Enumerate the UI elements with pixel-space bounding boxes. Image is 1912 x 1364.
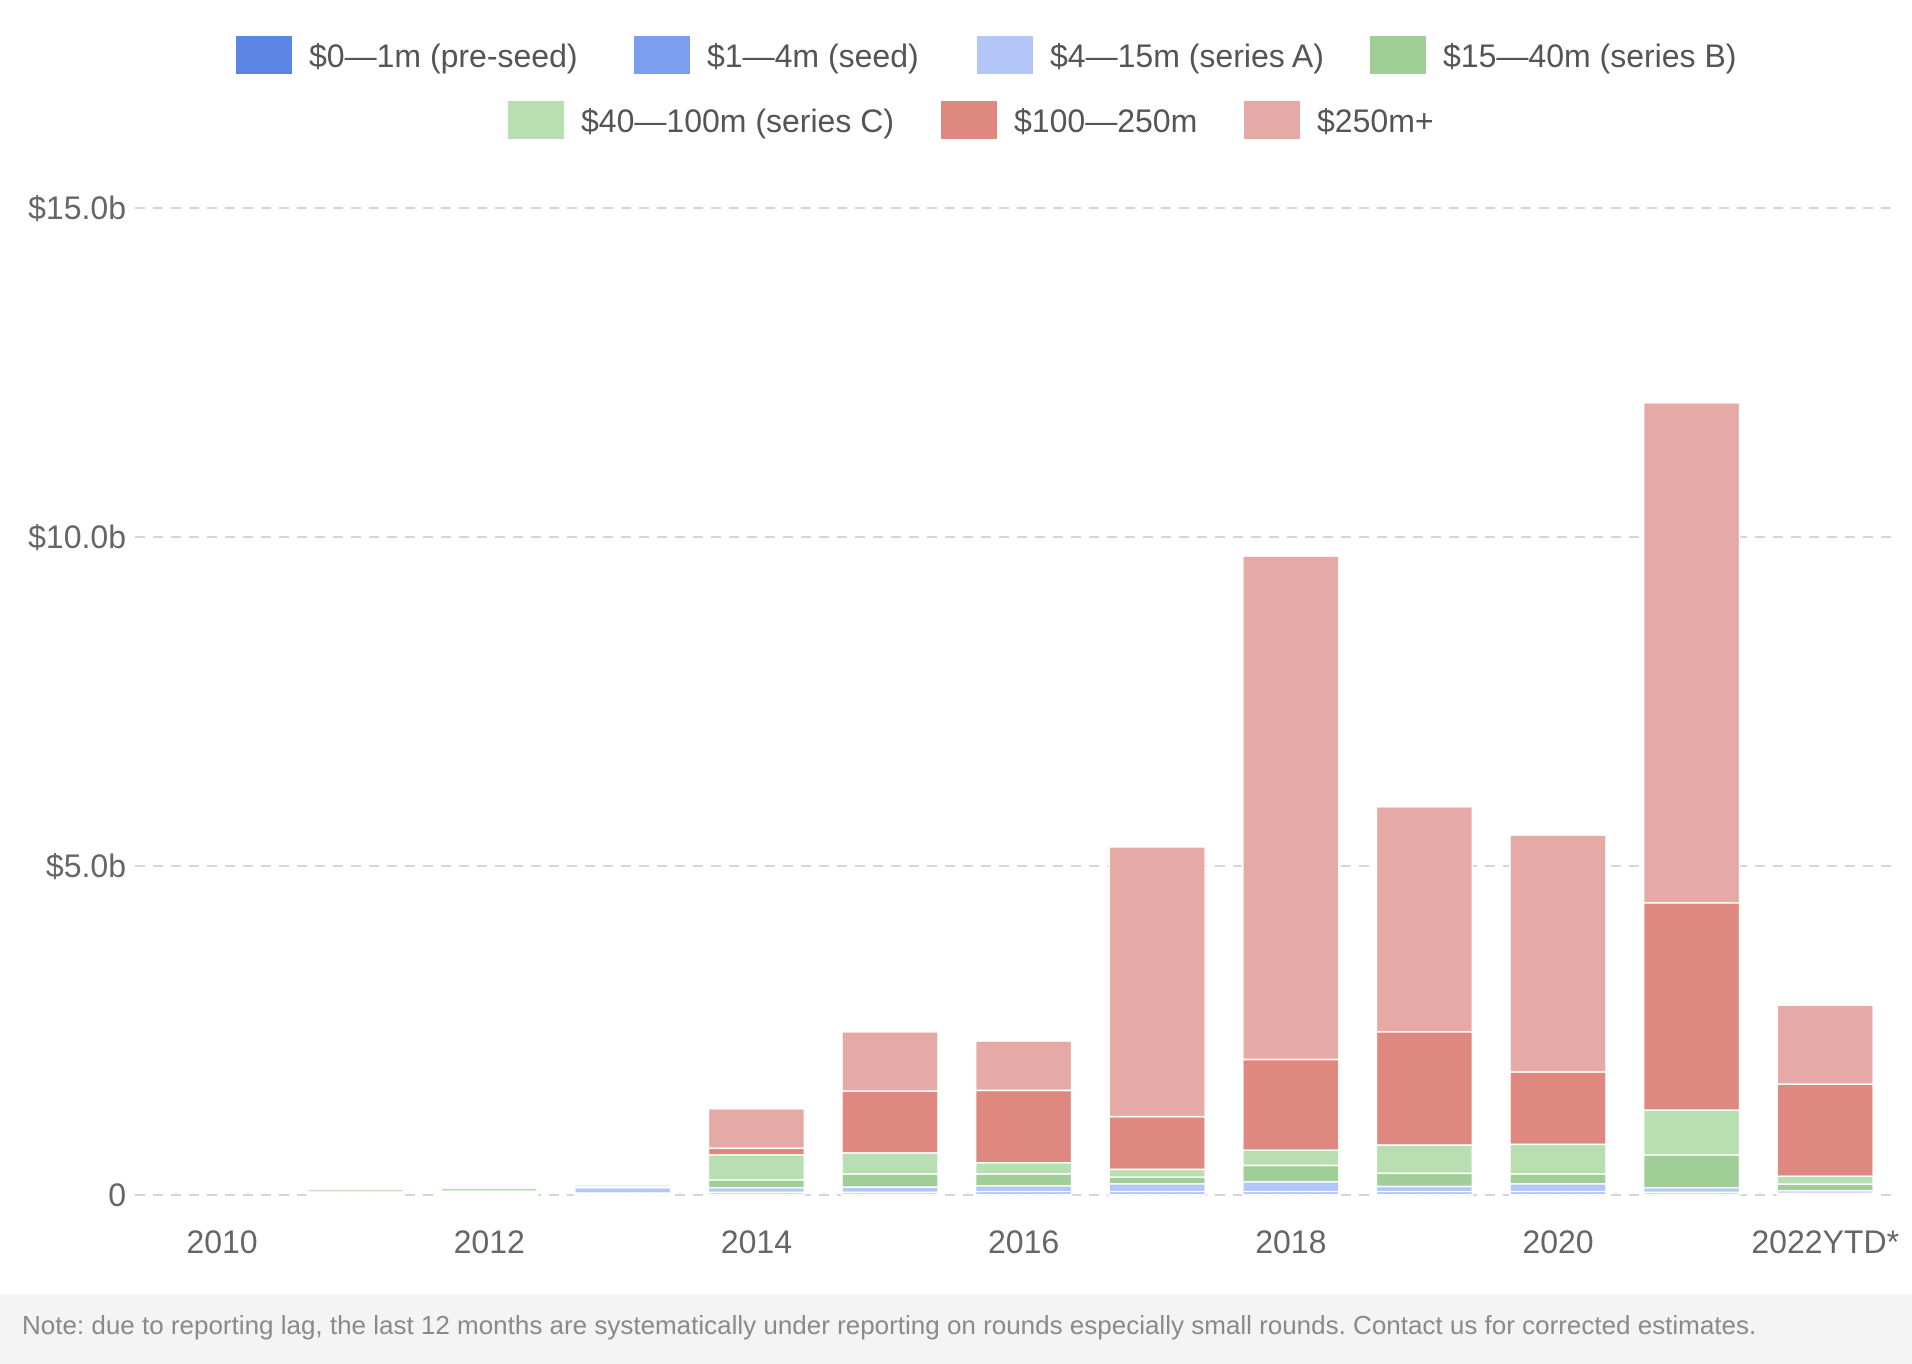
x-tick-label: 2012: [454, 1224, 525, 1260]
legend-swatch: [941, 101, 997, 139]
bar-segment[interactable]: [1509, 1071, 1607, 1146]
y-tick-label: $5.0b: [46, 848, 126, 884]
bar-segment[interactable]: [1375, 806, 1474, 1033]
bar-segment[interactable]: [841, 1090, 939, 1154]
legend-item[interactable]: $0—1m (pre-seed): [236, 36, 578, 74]
y-tick-label: $15.0b: [28, 190, 126, 226]
chart-bars: [306, 402, 1874, 1196]
bar-segment[interactable]: [974, 1173, 1073, 1187]
legend-label: $100—250m: [1014, 103, 1197, 139]
legend-swatch: [236, 36, 292, 74]
bar-stack[interactable]: [1375, 806, 1474, 1196]
x-tick-label: 2016: [988, 1224, 1059, 1260]
bar-segment[interactable]: [1242, 1164, 1340, 1183]
bar-stack[interactable]: [841, 1031, 939, 1196]
x-tick-label: 2010: [186, 1224, 257, 1260]
legend-label: $15—40m (series B): [1443, 38, 1736, 74]
legend-item[interactable]: $1—4m (seed): [634, 36, 919, 74]
bar-segment[interactable]: [1642, 1154, 1741, 1189]
bar-stack[interactable]: [974, 1040, 1073, 1196]
y-tick-label: $10.0b: [28, 519, 126, 555]
bar-segment[interactable]: [1375, 1172, 1474, 1188]
y-tick-label: 0: [108, 1177, 126, 1213]
legend-swatch: [1244, 101, 1300, 139]
bar-stack[interactable]: [440, 1187, 538, 1196]
bar-segment[interactable]: [707, 1147, 806, 1156]
legend-swatch: [634, 36, 690, 74]
bar-segment[interactable]: [707, 1154, 806, 1181]
bar-segment[interactable]: [1108, 1176, 1206, 1185]
legend-item[interactable]: $15—40m (series B): [1370, 36, 1736, 74]
bar-segment[interactable]: [1242, 1149, 1340, 1167]
bar-stack[interactable]: [574, 1183, 672, 1196]
x-tick-label: 2022YTD*: [1751, 1224, 1899, 1260]
bar-segment[interactable]: [1642, 902, 1741, 1111]
bar-segment[interactable]: [574, 1187, 672, 1194]
bar-segment[interactable]: [974, 1089, 1073, 1164]
bar-stack[interactable]: [1242, 555, 1340, 1196]
bar-segment[interactable]: [1509, 1183, 1607, 1193]
bar-segment[interactable]: [707, 1179, 806, 1189]
legend-swatch: [977, 36, 1033, 74]
x-tick-label: 2018: [1255, 1224, 1326, 1260]
bar-segment[interactable]: [1776, 1083, 1874, 1177]
bar-segment[interactable]: [1108, 1183, 1206, 1193]
bar-segment[interactable]: [1642, 402, 1741, 904]
legend-item[interactable]: $250m+: [1244, 101, 1434, 139]
bar-stack[interactable]: [1776, 1004, 1874, 1196]
bar-segment[interactable]: [841, 1186, 939, 1194]
bar-segment[interactable]: [1509, 1173, 1607, 1185]
legend-label: $4—15m (series A): [1050, 38, 1324, 74]
legend-item[interactable]: $100—250m: [941, 101, 1197, 139]
bar-stack[interactable]: [1642, 402, 1741, 1196]
chart-legend: $0—1m (pre-seed) $1—4m (seed) $4—15m (seri…: [236, 36, 1736, 139]
bar-segment[interactable]: [974, 1040, 1073, 1092]
bar-segment[interactable]: [1242, 555, 1340, 1061]
bar-segment[interactable]: [974, 1162, 1073, 1175]
legend-swatch: [508, 101, 564, 139]
bar-segment[interactable]: [1108, 1168, 1206, 1178]
bar-segment[interactable]: [1642, 1109, 1741, 1156]
legend-label: $40—100m (series C): [581, 103, 894, 139]
legend-swatch: [1370, 36, 1426, 74]
legend-item[interactable]: $4—15m (series A): [977, 36, 1324, 74]
legend-label: $250m+: [1317, 103, 1434, 139]
bar-stack[interactable]: [707, 1108, 806, 1196]
bar-segment[interactable]: [440, 1187, 538, 1193]
y-axis: 0 $5.0b $10.0b $15.0b: [28, 190, 126, 1213]
bar-segment[interactable]: [574, 1183, 672, 1188]
note-footer: [0, 1294, 1912, 1364]
bar-segment[interactable]: [974, 1185, 1073, 1193]
x-axis: 2010 2012 2014 2016 2018 2020 2022YTD*: [186, 1224, 1899, 1260]
legend-label: $1—4m (seed): [707, 38, 919, 74]
bar-segment[interactable]: [1776, 1004, 1874, 1085]
bar-segment[interactable]: [306, 1188, 405, 1193]
x-tick-label: 2020: [1522, 1224, 1593, 1260]
chart-note: Note: due to reporting lag, the last 12 …: [22, 1310, 1757, 1340]
stacked-bar-chart: $0—1m (pre-seed) $1—4m (seed) $4—15m (seri…: [28, 36, 1899, 1260]
bar-stack[interactable]: [1509, 834, 1607, 1196]
bar-segment[interactable]: [1375, 1144, 1474, 1175]
bar-segment[interactable]: [1509, 1143, 1607, 1175]
legend-label: $0—1m (pre-seed): [309, 38, 578, 74]
bar-segment[interactable]: [1776, 1183, 1874, 1192]
bar-stack[interactable]: [1108, 846, 1206, 1196]
bar-segment[interactable]: [1108, 1115, 1206, 1171]
bar-stack[interactable]: [306, 1188, 405, 1196]
bar-segment[interactable]: [1375, 1185, 1474, 1193]
bar-segment[interactable]: [1375, 1031, 1474, 1146]
bar-segment[interactable]: [841, 1152, 939, 1175]
bar-segment[interactable]: [1242, 1058, 1340, 1152]
bar-segment[interactable]: [707, 1108, 806, 1150]
bar-segment[interactable]: [1108, 846, 1206, 1118]
bar-segment[interactable]: [1776, 1175, 1874, 1185]
bar-segment[interactable]: [841, 1173, 939, 1188]
bar-segment[interactable]: [1242, 1181, 1340, 1193]
x-tick-label: 2014: [721, 1224, 792, 1260]
bar-segment[interactable]: [841, 1031, 939, 1092]
bar-segment[interactable]: [1509, 834, 1607, 1073]
legend-item[interactable]: $40—100m (series C): [508, 101, 894, 139]
